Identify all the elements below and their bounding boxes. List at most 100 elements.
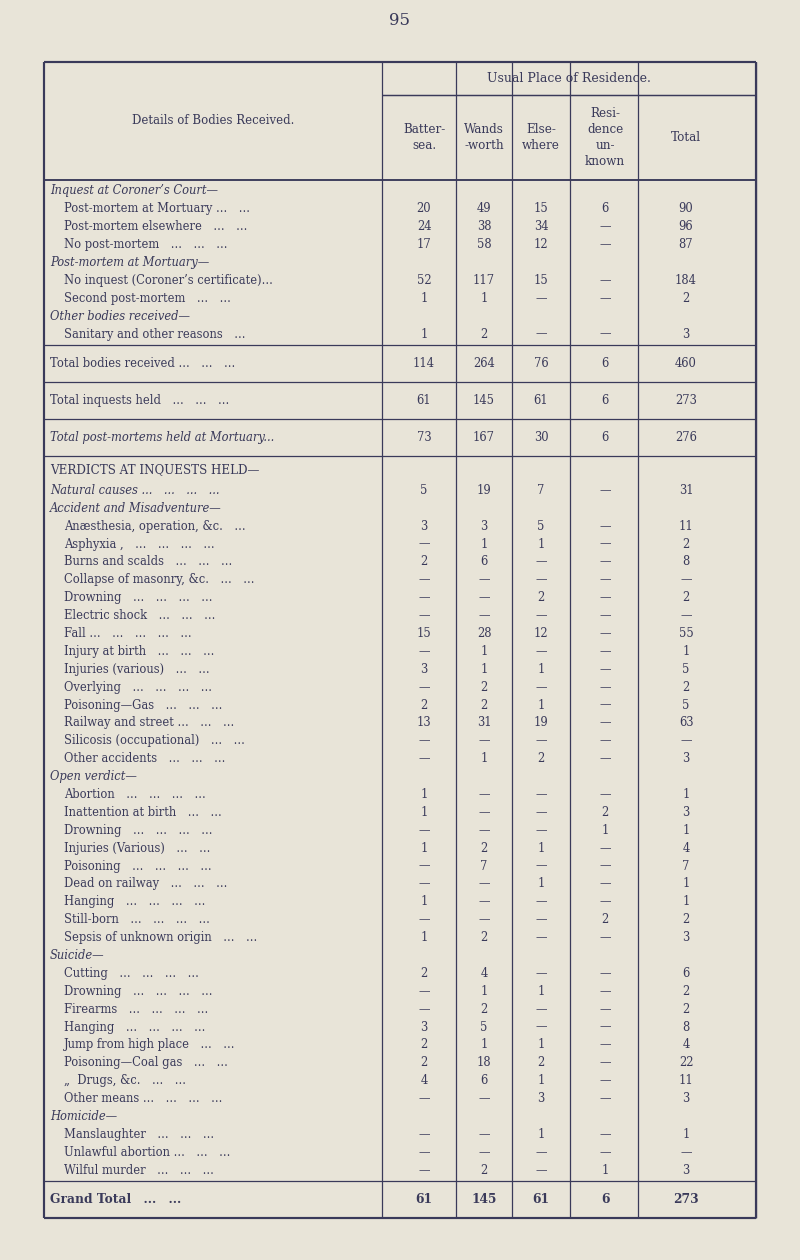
Text: —: — [599, 538, 610, 551]
Text: —: — [478, 896, 490, 908]
Text: 1: 1 [538, 842, 545, 854]
Text: Injury at birth ... ... ...: Injury at birth ... ... ... [64, 645, 214, 658]
Text: 1: 1 [420, 788, 428, 801]
Text: —: — [418, 752, 430, 765]
Text: 95: 95 [390, 13, 410, 29]
Text: 3: 3 [538, 1092, 545, 1105]
Text: —: — [599, 292, 610, 305]
Text: —: — [478, 573, 490, 586]
Text: 1: 1 [682, 1128, 690, 1140]
Text: Inquest at Coroner’s Court—: Inquest at Coroner’s Court— [50, 184, 218, 198]
Text: Else-
where: Else- where [522, 123, 560, 152]
Text: 2: 2 [480, 1164, 488, 1177]
Text: 6: 6 [682, 966, 690, 980]
Text: —: — [535, 914, 546, 926]
Text: —: — [599, 680, 610, 694]
Text: 2: 2 [682, 1003, 690, 1016]
Text: VERDICTS AT INQUESTS HELD—: VERDICTS AT INQUESTS HELD— [50, 464, 259, 476]
Text: —: — [599, 896, 610, 908]
Text: —: — [535, 680, 546, 694]
Text: 3: 3 [682, 752, 690, 765]
Text: Drowning ... ... ... ...: Drowning ... ... ... ... [64, 985, 213, 998]
Text: No post-mortem ... ... ...: No post-mortem ... ... ... [64, 238, 227, 251]
Text: —: — [535, 859, 546, 872]
Text: 1: 1 [420, 806, 428, 819]
Text: 1: 1 [602, 824, 609, 837]
Text: —: — [599, 556, 610, 568]
Text: —: — [599, 985, 610, 998]
Text: 460: 460 [675, 358, 697, 370]
Text: —: — [478, 914, 490, 926]
Text: Wands
-worth: Wands -worth [464, 123, 504, 152]
Text: —: — [418, 609, 430, 622]
Text: 2: 2 [602, 806, 609, 819]
Text: Silicosis (occupational) ... ...: Silicosis (occupational) ... ... [64, 735, 245, 747]
Text: 63: 63 [678, 717, 694, 730]
Text: Details of Bodies Received.: Details of Bodies Received. [132, 115, 294, 127]
Text: —: — [418, 645, 430, 658]
Text: 5: 5 [480, 1021, 488, 1033]
Text: —: — [535, 609, 546, 622]
Text: Total: Total [671, 131, 701, 144]
Text: Open verdict—: Open verdict— [50, 770, 137, 784]
Text: 34: 34 [534, 220, 548, 233]
Text: Suicide—: Suicide— [50, 949, 105, 961]
Text: Fall ... ... ... ... ...: Fall ... ... ... ... ... [64, 627, 192, 640]
Text: 2: 2 [682, 914, 690, 926]
Text: 2: 2 [480, 842, 488, 854]
Text: 1: 1 [480, 985, 488, 998]
Text: —: — [680, 735, 692, 747]
Text: Usual Place of Residence.: Usual Place of Residence. [487, 72, 651, 84]
Text: —: — [478, 806, 490, 819]
Text: 52: 52 [417, 273, 431, 287]
Text: 20: 20 [417, 203, 431, 215]
Text: —: — [535, 896, 546, 908]
Text: 96: 96 [678, 220, 694, 233]
Text: —: — [599, 591, 610, 605]
Text: —: — [599, 238, 610, 251]
Text: 6: 6 [480, 556, 488, 568]
Text: 2: 2 [538, 591, 545, 605]
Text: —: — [599, 663, 610, 675]
Text: Collapse of masonry, &c. ... ...: Collapse of masonry, &c. ... ... [64, 573, 254, 586]
Text: —: — [599, 752, 610, 765]
Text: Injuries (Various) ... ...: Injuries (Various) ... ... [64, 842, 210, 854]
Text: 76: 76 [534, 358, 548, 370]
Text: 2: 2 [480, 680, 488, 694]
Text: Anæsthesia, operation, &c. ...: Anæsthesia, operation, &c. ... [64, 519, 246, 533]
Text: —: — [599, 328, 610, 340]
Text: —: — [418, 591, 430, 605]
Text: —: — [599, 1128, 610, 1140]
Text: 2: 2 [682, 680, 690, 694]
Text: 3: 3 [480, 519, 488, 533]
Text: 114: 114 [413, 358, 435, 370]
Text: —: — [599, 1003, 610, 1016]
Text: 49: 49 [477, 203, 491, 215]
Text: 55: 55 [678, 627, 694, 640]
Text: „  Drugs, &c. ... ...: „ Drugs, &c. ... ... [64, 1075, 186, 1087]
Text: 6: 6 [602, 203, 609, 215]
Text: 61: 61 [417, 394, 431, 407]
Text: Cutting ... ... ... ...: Cutting ... ... ... ... [64, 966, 199, 980]
Text: Hanging ... ... ... ...: Hanging ... ... ... ... [64, 896, 206, 908]
Text: 61: 61 [415, 1193, 433, 1206]
Text: 5: 5 [420, 484, 428, 496]
Text: —: — [599, 609, 610, 622]
Text: —: — [418, 1164, 430, 1177]
Text: 145: 145 [471, 1193, 497, 1206]
Text: —: — [418, 1092, 430, 1105]
Text: 6: 6 [602, 394, 609, 407]
Text: 3: 3 [682, 1164, 690, 1177]
Text: Total inquests held ... ... ...: Total inquests held ... ... ... [50, 394, 230, 407]
Text: 1: 1 [682, 877, 690, 891]
Text: 31: 31 [477, 717, 491, 730]
Text: —: — [599, 484, 610, 496]
Text: 1: 1 [538, 877, 545, 891]
Text: —: — [478, 824, 490, 837]
Text: 22: 22 [678, 1056, 694, 1070]
Text: Sanitary and other reasons ...: Sanitary and other reasons ... [64, 328, 246, 340]
Text: —: — [599, 573, 610, 586]
Text: —: — [418, 877, 430, 891]
Text: 2: 2 [420, 556, 428, 568]
Text: 6: 6 [602, 431, 609, 444]
